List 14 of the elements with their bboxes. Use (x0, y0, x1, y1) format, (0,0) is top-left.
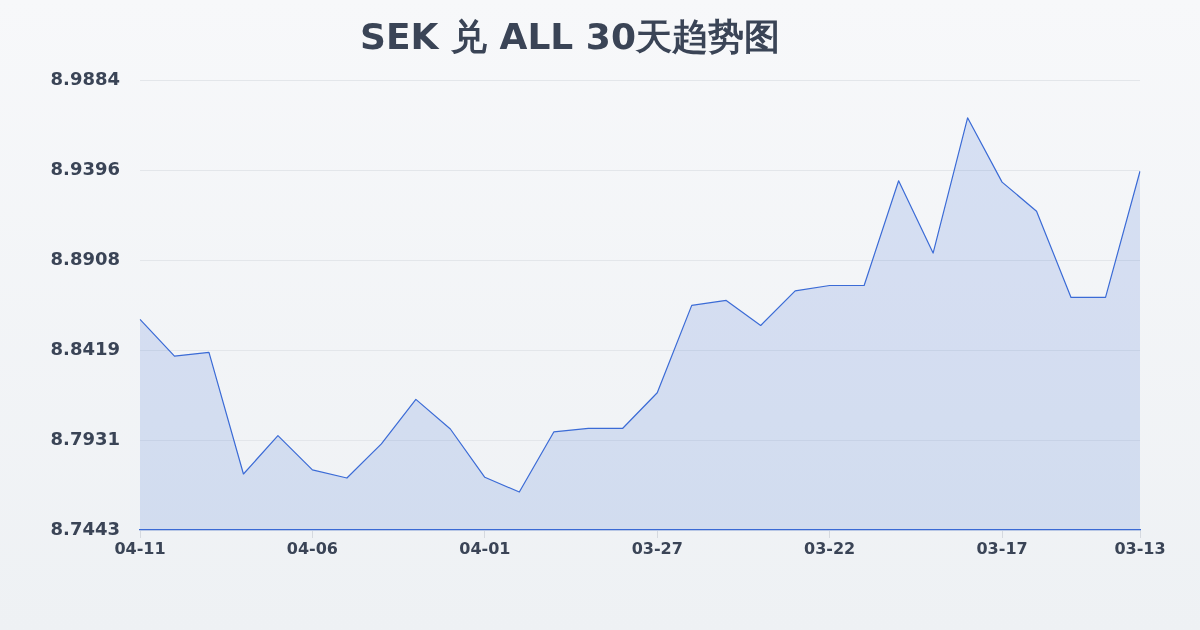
y-tick-label: 8.7443 (50, 517, 120, 539)
y-tick-label: 8.9884 (50, 67, 120, 89)
x-tick-label: 03-17 (976, 538, 1028, 558)
chart-title: SEK 兑 ALL 30天趋势图 (360, 15, 780, 57)
y-tick-label: 8.9396 (50, 157, 120, 179)
y-tick-label: 8.8908 (50, 247, 120, 269)
y-tick-label: 8.8419 (50, 337, 120, 359)
y-tick-label: 8.7931 (50, 427, 120, 449)
x-tick-label: 04-11 (114, 538, 166, 558)
x-tick-label: 03-27 (631, 538, 683, 558)
x-tick-label: 03-13 (1114, 538, 1166, 558)
x-tick-label: 04-01 (459, 538, 511, 558)
x-tick-label: 04-06 (286, 538, 338, 558)
x-tick-label: 03-22 (804, 538, 856, 558)
